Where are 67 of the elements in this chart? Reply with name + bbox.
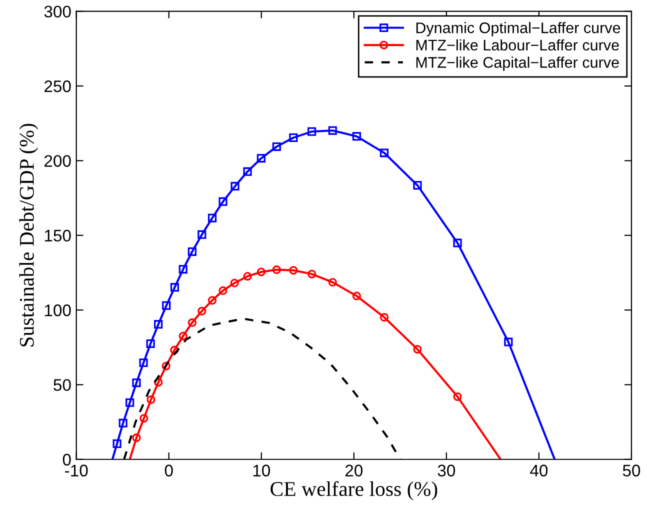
point [453, 238, 462, 248]
point [126, 398, 134, 407]
point [243, 167, 252, 176]
point [272, 142, 281, 151]
point [146, 339, 155, 348]
point [289, 133, 298, 142]
point [413, 181, 422, 190]
point [256, 268, 266, 276]
point [504, 338, 513, 346]
y-axis-title: Sustainable Debt/GDP (%) [19, 124, 38, 346]
point [208, 296, 217, 305]
point [328, 278, 337, 287]
y-tick-label: 300 [44, 6, 71, 18]
point [198, 230, 206, 239]
point [230, 278, 239, 288]
point [243, 272, 252, 281]
point [170, 346, 179, 354]
point [352, 292, 361, 300]
point [188, 318, 196, 327]
point [170, 283, 180, 292]
x-tick-label: -10 [65, 464, 88, 476]
y-tick-label: 0 [62, 454, 71, 466]
x-tick-label: 20 [345, 464, 363, 476]
point [139, 358, 148, 368]
point [208, 214, 217, 222]
x-tick-label: 50 [622, 464, 640, 476]
point [132, 378, 141, 388]
x-tick-label: 40 [530, 464, 548, 476]
point [380, 148, 389, 158]
point [352, 132, 361, 141]
point [140, 414, 148, 423]
point [178, 332, 188, 340]
point [118, 418, 128, 428]
y-tick-label: 150 [44, 230, 71, 242]
x-axis-title: CE welfare loss (%) [270, 481, 438, 500]
y-tick-label: 200 [44, 155, 71, 167]
point [154, 378, 163, 387]
y-tick-label: 250 [44, 80, 71, 92]
point [132, 433, 141, 442]
point [218, 197, 228, 206]
y-tick-label: 50 [54, 379, 71, 391]
point [308, 127, 316, 136]
point [154, 320, 163, 329]
legend-label: MTZ−like Labour−Laffer curve [416, 39, 619, 51]
point [380, 313, 389, 322]
y-tick-label: 100 [44, 304, 71, 316]
x-tick-label: 0 [164, 464, 173, 476]
point [218, 286, 228, 295]
point [162, 362, 170, 370]
point [413, 345, 422, 354]
x-tick-label: 30 [438, 464, 456, 476]
x-tick-label: 10 [253, 464, 270, 476]
legend-label: Dynamic Optimal−Laffer curve [416, 22, 620, 36]
point [308, 270, 316, 278]
point [146, 395, 156, 404]
point [272, 265, 281, 274]
point [178, 264, 188, 274]
legend-label: MTZ−like Capital−Laffer curve [416, 56, 619, 71]
point [112, 439, 122, 448]
point [328, 126, 337, 135]
point [230, 182, 240, 191]
point [256, 154, 266, 163]
point [453, 392, 462, 401]
point [162, 301, 171, 310]
point [289, 266, 298, 275]
point [188, 247, 196, 256]
point [198, 306, 206, 316]
